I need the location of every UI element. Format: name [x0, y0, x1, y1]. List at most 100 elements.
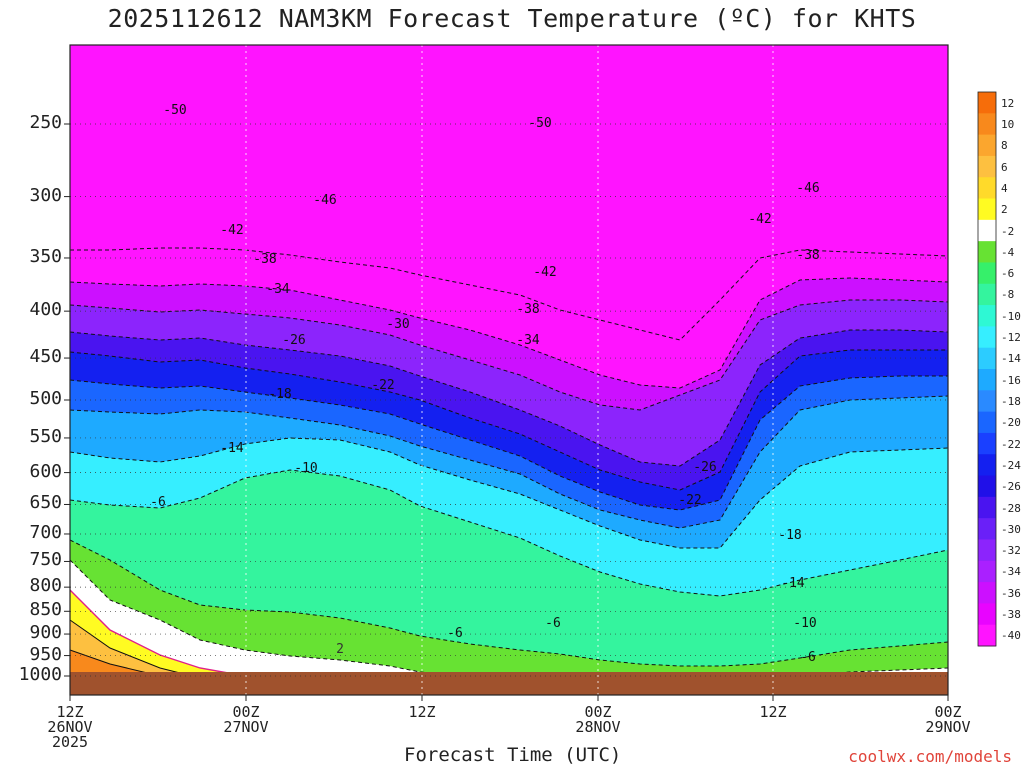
- contour-line: [69, 349, 948, 491]
- contour-label: -26: [693, 460, 716, 475]
- contour-line: [69, 395, 949, 529]
- x-tick-label: 12Z: [759, 703, 787, 721]
- contour-label: -30: [386, 317, 409, 332]
- colorbar-cell: [978, 582, 996, 604]
- contour-label: -38: [796, 248, 819, 263]
- colorbar-cell: [978, 369, 996, 391]
- colorbar-tick-label: 10: [1001, 117, 1015, 131]
- colorbar-tick-label: 6: [1001, 160, 1008, 174]
- y-tick-label: 550: [29, 425, 62, 447]
- colorbar-tick-label: 2: [1001, 203, 1008, 217]
- colorbar-tick-label: -8: [1001, 288, 1015, 302]
- plot-frame: [69, 44, 949, 696]
- surface-ground: [70, 672, 948, 695]
- colorbar-tick-label: -2: [1001, 224, 1015, 238]
- colorbar-tick-label: -26: [1001, 480, 1021, 494]
- colorbar-cell: [978, 305, 996, 327]
- contour-line: [69, 299, 949, 411]
- colorbar-cell: [978, 134, 996, 157]
- contour-label: -10: [294, 461, 317, 476]
- colorbar-tick-label: -28: [1001, 501, 1021, 515]
- colorbar-tick-label: -32: [1001, 544, 1021, 558]
- colorbar-cell: [978, 113, 996, 136]
- contour-label: -22: [678, 493, 701, 508]
- y-tick-label: 900: [29, 622, 62, 644]
- colorbar-cell: [978, 560, 996, 583]
- y-tick-label: 1000: [18, 664, 62, 685]
- y-tick-label: 750: [29, 549, 62, 571]
- colorbar-cell: [978, 241, 996, 263]
- colorbar-cell: [978, 624, 996, 647]
- contour-line: [69, 539, 949, 667]
- colorbar-cell: [978, 496, 996, 519]
- colorbar-cell: [978, 326, 996, 349]
- colorbar-cell: [978, 454, 996, 477]
- colorbar-tick-label: -4: [1001, 245, 1015, 259]
- y-tick-label: 600: [29, 460, 62, 482]
- colorbar-cell: [978, 347, 996, 370]
- colorbar-tick-label: -30: [1001, 522, 1021, 536]
- colorbar-tick-label: -40: [1001, 629, 1021, 643]
- y-tick-label: 250: [29, 112, 62, 133]
- contour-label: -34: [266, 282, 290, 297]
- colorbar-tick-label: -16: [1001, 373, 1021, 387]
- contour-label: -34: [516, 333, 540, 348]
- contour-label: -10: [793, 616, 816, 631]
- y-tick-label: 950: [29, 643, 62, 665]
- colorbar-tick-label: -22: [1001, 437, 1021, 451]
- contour-label: -50: [163, 103, 186, 118]
- contour-label: -50: [528, 116, 551, 131]
- contour-label: -6: [545, 616, 561, 631]
- contour-line: [69, 375, 948, 511]
- y-tick-label: 450: [29, 346, 62, 368]
- contour-label: -42: [220, 223, 243, 238]
- contour-label: 2: [336, 642, 344, 657]
- x-tick-label: 12Z 26NOV 2025: [47, 703, 93, 751]
- colorbar-cell: [978, 92, 996, 114]
- x-axis-label: Forecast Time (UTC): [404, 744, 622, 766]
- contour-label: -6: [800, 650, 816, 665]
- colorbar-cell: [978, 390, 996, 413]
- credit-link[interactable]: coolwx.com/models: [848, 747, 1012, 766]
- contour-label: -46: [313, 193, 336, 208]
- contour-label: -18: [778, 528, 801, 543]
- colorbar-tick-label: -20: [1001, 416, 1021, 430]
- x-tick-label: 00Z 28NOV: [575, 703, 621, 736]
- colorbar-tick-label: 8: [1001, 139, 1008, 153]
- x-tick-label: 12Z: [408, 703, 436, 721]
- contour-line: [69, 277, 949, 389]
- colorbar-tick-label: -10: [1001, 309, 1021, 323]
- colorbar-cell: [978, 283, 996, 306]
- contour-label: -42: [748, 212, 771, 227]
- contour-label: -42: [533, 265, 556, 280]
- colorbar-tick-label: -34: [1001, 565, 1021, 579]
- x-tick-label: 00Z 29NOV: [925, 703, 971, 736]
- colorbar-frame: [977, 91, 997, 647]
- contour-label: -14: [220, 441, 244, 456]
- contour-label: -18: [268, 387, 291, 402]
- contour-label: -6: [447, 626, 463, 641]
- colorbar-tick-label: -38: [1001, 608, 1021, 622]
- colorbar-tick-label: -24: [1001, 458, 1021, 472]
- colorbar-tick-label: -12: [1001, 331, 1021, 345]
- y-tick-label: 700: [29, 521, 62, 543]
- y-tick-label: 500: [29, 388, 62, 409]
- colorbar-cell: [978, 177, 996, 200]
- contour-label: -38: [516, 302, 539, 317]
- colorbar-tick-label: 4: [1001, 181, 1008, 195]
- colorbar-cell: [978, 262, 996, 285]
- colorbar-cell: [978, 155, 996, 178]
- contour-line: [69, 469, 949, 597]
- colorbar-cell: [978, 539, 996, 562]
- colorbar-tick-label: -6: [1001, 267, 1015, 281]
- colorbar-cell: [978, 475, 996, 498]
- y-tick-label: 400: [29, 299, 62, 321]
- colorbar-cell: [978, 198, 996, 221]
- colorbar-cell: [978, 518, 996, 540]
- colorbar-tick-label: 12: [1001, 96, 1015, 110]
- contour-label: -26: [282, 333, 305, 348]
- x-tick-label: 00Z 27NOV: [223, 703, 269, 736]
- y-tick-label: 300: [29, 184, 62, 206]
- chart-title: 2025112612 NAM3KM Forecast Temperature (…: [107, 4, 917, 33]
